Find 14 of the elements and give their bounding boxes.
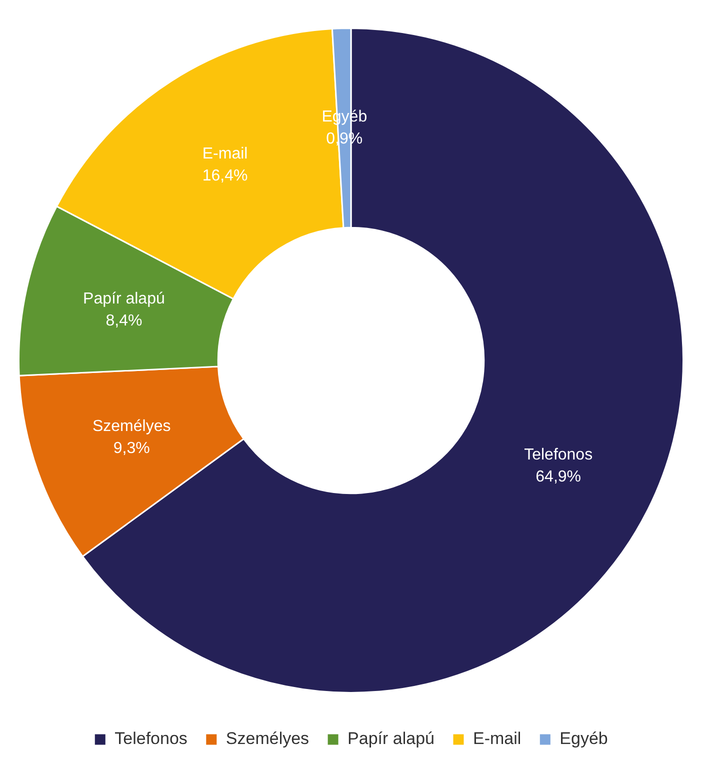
- legend-label: Papír alapú: [348, 729, 434, 748]
- data-label: 8,4%: [106, 312, 142, 330]
- data-label: 64,9%: [536, 468, 582, 486]
- slice-label: Papír alapú: [83, 290, 165, 308]
- data-label: 9,3%: [113, 440, 150, 458]
- legend-label: Telefonos: [114, 729, 188, 748]
- legend-label: Személyes: [226, 729, 310, 748]
- slice-label: E-mail: [202, 145, 248, 162]
- slice-label: Személyes: [92, 418, 171, 436]
- slice-label: Telefonos: [524, 446, 593, 464]
- legend-label: E-mail: [472, 729, 522, 748]
- data-label: 0,9%: [326, 130, 363, 148]
- data-label: 16,4%: [202, 167, 248, 184]
- legend-label: Egyéb: [560, 729, 608, 748]
